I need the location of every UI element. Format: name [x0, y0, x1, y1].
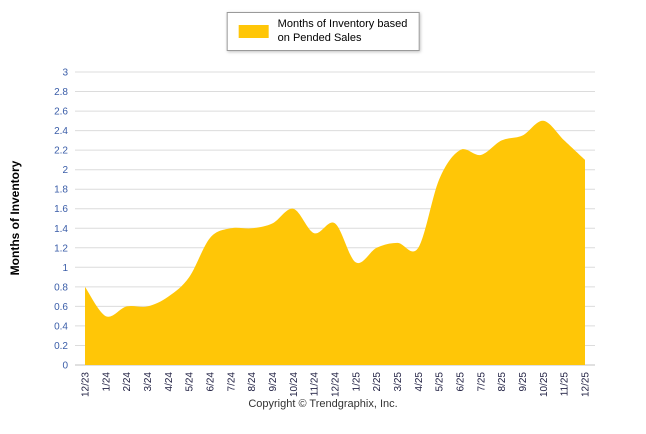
x-tick-label: 8/24 [247, 372, 258, 392]
y-tick-label: 1.2 [54, 243, 68, 254]
x-tick-label: 10/24 [289, 372, 300, 397]
copyright-text: Copyright © Trendgraphix, Inc. [248, 398, 398, 410]
legend-label-line2: on Pended Sales [277, 32, 362, 45]
inventory-area-series [85, 120, 585, 365]
legend-swatch [238, 24, 269, 38]
x-tick-label: 7/25 [476, 372, 487, 392]
y-tick-label: 2.4 [54, 126, 68, 137]
x-tick-label: 12/24 [331, 372, 342, 397]
y-tick-label: 2.6 [54, 107, 68, 118]
y-tick-label: 1.6 [54, 204, 68, 215]
x-tick-label: 12/23 [81, 372, 92, 397]
y-tick-label: 0.8 [54, 282, 68, 293]
x-tick-label: 2/24 [122, 372, 133, 392]
x-tick-label: 3/25 [393, 372, 404, 392]
x-tick-label: 6/24 [206, 372, 217, 392]
x-tick-label: 11/25 [560, 372, 571, 397]
x-tick-label: 7/24 [226, 372, 237, 392]
x-tick-label: 1/25 [351, 372, 362, 392]
x-tick-label: 1/24 [101, 372, 112, 392]
x-tick-label: 11/24 [310, 372, 321, 397]
legend-label: Months of Inventory based on Pended Sale… [278, 17, 408, 46]
x-tick-label: 12/25 [581, 372, 592, 397]
y-tick-label: 2.2 [54, 146, 68, 157]
x-tick-label: 6/25 [456, 372, 467, 392]
x-tick-label: 8/25 [497, 372, 508, 392]
legend: Months of Inventory based on Pended Sale… [226, 12, 420, 51]
y-tick-label: 0 [62, 361, 68, 372]
x-tick-label: 3/24 [143, 372, 154, 392]
x-tick-label: 5/24 [185, 372, 196, 392]
y-tick-label: 0.4 [54, 321, 68, 332]
y-tick-label: 0.2 [54, 341, 68, 352]
y-tick-label: 1.8 [54, 185, 68, 196]
y-tick-label: 3 [62, 68, 68, 79]
y-tick-label: 2.8 [54, 87, 68, 98]
x-tick-label: 9/24 [268, 372, 279, 392]
y-tick-label: 0.6 [54, 302, 68, 313]
y-tick-label: 1 [62, 263, 68, 274]
x-tick-label: 5/25 [435, 372, 446, 392]
x-tick-label: 4/25 [414, 372, 425, 392]
y-tick-label: 1.4 [54, 224, 68, 235]
x-tick-label: 4/24 [164, 372, 175, 392]
x-tick-label: 2/25 [372, 372, 383, 392]
x-tick-label: 10/25 [539, 372, 550, 397]
legend-label-line1: Months of Inventory based [277, 18, 408, 30]
x-tick-label: 9/25 [518, 372, 529, 392]
y-tick-label: 2 [62, 165, 68, 176]
